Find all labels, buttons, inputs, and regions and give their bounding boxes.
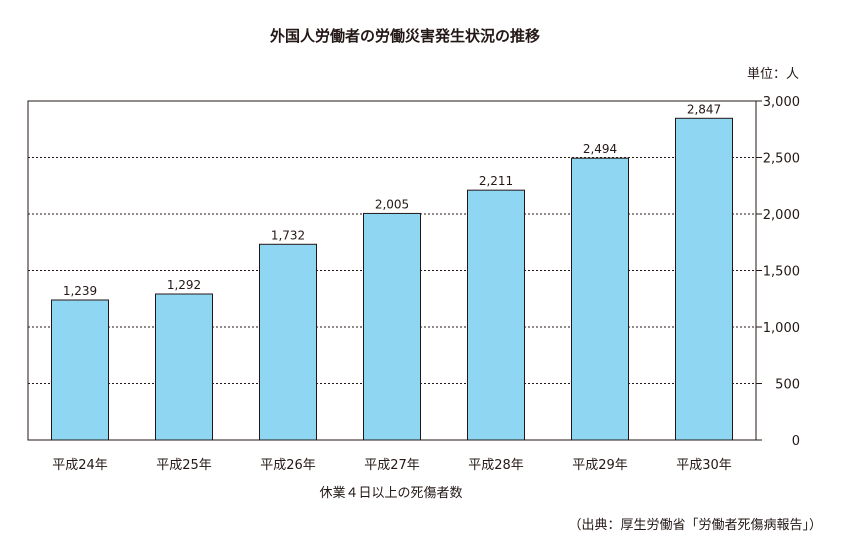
bars [51,117,733,441]
data-label: 2,847 [687,102,721,116]
x-axis-ticks: 平成24年 平成25年 平成26年 平成27年 平成28年 平成29年 平成30年 [52,458,732,473]
y-tick-label: 1,500 [763,265,800,280]
bar [155,293,213,441]
y-axis-ticks: 0 500 1,000 1,500 2,000 2,500 3,000 [756,95,800,449]
bar [675,117,733,441]
data-label: 1,239 [63,284,97,298]
data-labels: 1,239 1,292 1,732 2,005 2,211 2,494 2,847 [63,102,721,298]
chart-title: 外国人労働者の労働災害発生状況の推移 [269,27,540,45]
unit-label: 単位：人 [747,66,799,82]
y-tick-label: 0 [792,434,800,449]
data-label: 2,211 [479,174,513,188]
bar [51,299,109,441]
x-tick-label: 平成28年 [468,458,524,473]
x-tick-label: 平成26年 [260,458,316,473]
x-tick-label: 平成24年 [52,458,108,473]
bar [363,212,421,441]
bar [467,189,525,441]
y-tick-label: 2,000 [763,208,800,223]
data-label: 1,292 [167,278,201,292]
bar [571,157,629,441]
x-tick-label: 平成25年 [156,458,212,473]
data-label: 2,005 [375,197,409,211]
y-tick-label: 1,000 [763,321,800,336]
source-note: （出典：厚生労働省「労働者死傷病報告」） [568,518,822,533]
x-tick-label: 平成30年 [676,458,732,473]
x-axis-label: 休業４日以上の死傷者数 [319,485,462,501]
y-tick-label: 500 [775,378,800,393]
y-tick-label: 2,500 [763,152,800,167]
data-label: 2,494 [583,142,617,156]
x-tick-label: 平成29年 [572,458,628,473]
x-tick-label: 平成27年 [364,458,420,473]
y-tick-label: 3,000 [763,95,800,110]
data-label: 1,732 [271,228,305,242]
bar [259,243,317,441]
